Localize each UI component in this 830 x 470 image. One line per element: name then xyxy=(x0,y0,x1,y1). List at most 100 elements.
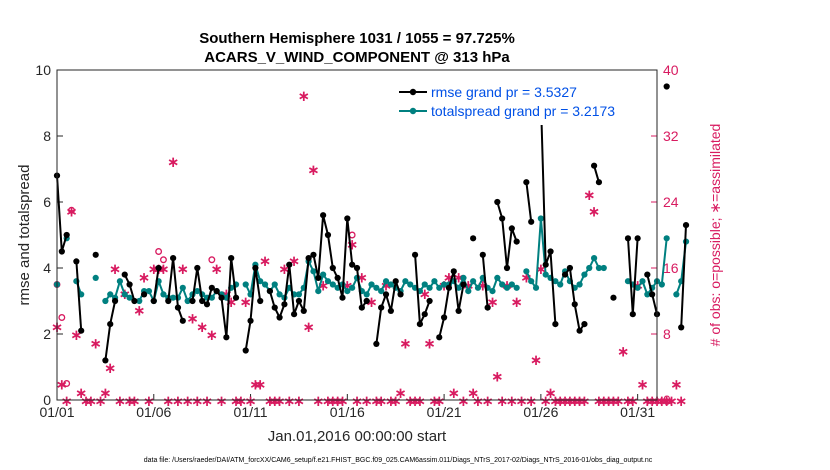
rmse-line-segment xyxy=(152,267,160,302)
totalspread-point xyxy=(363,291,370,298)
totalspread-point xyxy=(532,284,540,291)
totalspread-point xyxy=(436,284,443,291)
rmse-point xyxy=(344,215,351,222)
rmse-point xyxy=(247,317,254,324)
obs-assimilated-point: ∗ xyxy=(244,392,257,410)
totalspread-point xyxy=(499,281,506,288)
rmse-point xyxy=(329,264,336,272)
rmse-point xyxy=(358,304,365,311)
obs-assimilated-point: ∗ xyxy=(559,392,572,410)
obs-assimilated-point: ∗ xyxy=(641,392,654,410)
chart-title-line2: ACARS_V_WIND_COMPONENT @ 313 hPa xyxy=(204,49,510,66)
rmse-point xyxy=(445,284,453,291)
rmse-point xyxy=(508,225,515,232)
rmse-point xyxy=(324,231,332,239)
rmse-point xyxy=(552,321,559,328)
rmse-point xyxy=(644,271,651,278)
totalspread-point xyxy=(639,278,646,285)
obs-assimilated-point: ∗ xyxy=(297,87,310,105)
totalspread-point xyxy=(595,264,603,272)
obs-assimilated-point: ∗ xyxy=(409,392,422,410)
rmse-point xyxy=(300,307,307,314)
obs-assimilated-point: ∗ xyxy=(627,392,640,410)
totalspread-point xyxy=(537,215,544,222)
obs-assimilated-point: ∗ xyxy=(665,392,678,410)
obs-assimilated-point: ∗ xyxy=(404,392,417,410)
rmse-point xyxy=(170,255,177,262)
totalspread-point xyxy=(465,288,472,295)
obs-assimilated-point: ∗ xyxy=(239,293,252,311)
rmse-point xyxy=(378,304,385,311)
rmse-point xyxy=(174,304,182,311)
totalspread-point xyxy=(489,288,496,295)
obs-assimilated-point: ∗ xyxy=(506,392,519,410)
totalspread-point xyxy=(242,281,249,288)
rmse-point xyxy=(450,268,457,275)
y-axis-right: 0 8 16 24 32 40 xyxy=(651,62,679,408)
rmse-point xyxy=(363,297,370,305)
rmse-point xyxy=(373,340,380,347)
obs-assimilated-point: ∗ xyxy=(322,392,335,410)
rmse-point xyxy=(499,215,506,222)
obs-assimilated-point: ∗ xyxy=(206,326,219,344)
rmse-point xyxy=(634,235,641,242)
obs-possible-point xyxy=(68,206,75,214)
rmse-point xyxy=(266,288,274,295)
totalspread-point xyxy=(170,294,177,301)
rmse-point xyxy=(561,271,569,278)
totalspread-point xyxy=(470,278,477,285)
obs-assimilated-point: ∗ xyxy=(181,392,194,410)
obs-assimilated-point: ∗ xyxy=(617,343,630,361)
totalspread-point xyxy=(402,278,409,285)
totalspread-point xyxy=(107,291,114,298)
legend-entry-spread: totalspread grand pr = 3.2173 xyxy=(431,103,615,119)
totalspread-point xyxy=(494,274,501,281)
obs-assimilated-point: ∗ xyxy=(109,260,122,278)
totalspread-point xyxy=(160,291,167,298)
rmse-point xyxy=(513,238,520,245)
obs-assimilated-point: ∗ xyxy=(331,392,344,410)
obs-assimilated-point: ∗ xyxy=(612,392,625,410)
totalspread-point xyxy=(315,288,322,295)
totalspread-point xyxy=(276,291,283,298)
obs-assimilated-point: ∗ xyxy=(346,235,359,253)
obs-assimilated-point: ∗ xyxy=(385,392,398,410)
totalspread-point xyxy=(663,235,670,242)
rmse-line-segment xyxy=(414,254,431,326)
obs-assimilated-point: ∗ xyxy=(365,293,378,311)
y-left-tick-label: 10 xyxy=(35,62,51,78)
rmse-point xyxy=(223,334,230,341)
totalspread-point xyxy=(295,291,303,298)
totalspread-point xyxy=(329,281,336,288)
rmse-line-segment xyxy=(680,225,687,328)
obs-assimilated-point: ∗ xyxy=(491,367,504,385)
rmse-point xyxy=(678,324,685,331)
totalspread-point xyxy=(474,284,482,291)
obs-assimilated-point: ∗ xyxy=(254,376,267,394)
totalspread-point xyxy=(194,288,201,295)
obs-assimilated-point: ∗ xyxy=(230,392,243,410)
obs-assimilated-point: ∗ xyxy=(186,310,199,328)
rmse-point xyxy=(576,327,583,334)
rmse-point xyxy=(470,235,477,242)
obs-assimilated-point: ∗ xyxy=(472,392,485,410)
rmse-point xyxy=(547,248,554,255)
totalspread-point xyxy=(184,297,191,305)
rmse-point xyxy=(523,179,530,186)
legend-box xyxy=(395,80,655,125)
obs-assimilated-point: ∗ xyxy=(481,392,494,410)
rmse-point xyxy=(78,327,85,334)
totalspread-point xyxy=(344,288,351,295)
legend-entry-rmse: rmse grand pr = 3.5327 xyxy=(431,84,577,100)
totalspread-point xyxy=(271,281,278,288)
obs-assimilated-point: ∗ xyxy=(89,334,102,352)
totalspread-point xyxy=(121,291,128,298)
totalspread-point xyxy=(382,278,390,285)
rmse-point xyxy=(276,314,283,321)
obs-assimilated-point: ∗ xyxy=(75,384,88,402)
rmse-point xyxy=(629,311,636,318)
y-left-tick-label: 8 xyxy=(43,128,51,144)
totalspread-point xyxy=(126,294,133,301)
rmse-point xyxy=(305,255,312,262)
obs-assimilated-point: ∗ xyxy=(327,392,340,410)
